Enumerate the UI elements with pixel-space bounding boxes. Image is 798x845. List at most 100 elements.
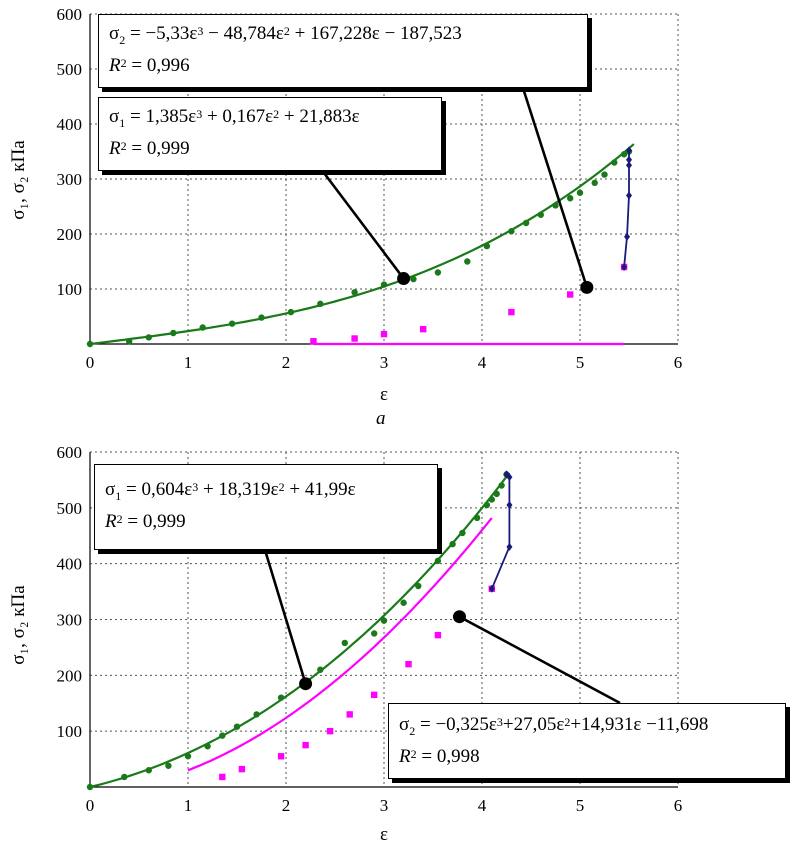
data-point-sigma1 <box>121 773 128 781</box>
data-point-sigma2 <box>326 727 334 735</box>
data-point-sigma1 <box>498 482 505 489</box>
callout-dot-sigma2 <box>580 280 594 294</box>
data-point-sigma2 <box>567 291 574 298</box>
equation-box-sigma2-a: σ2 = −5,33ε3 − 48,784ε2 + 167,228ε − 187… <box>98 14 588 88</box>
x-tick-label: 1 <box>184 796 193 815</box>
data-point-sigma2 <box>351 335 358 342</box>
y-tick-label: 500 <box>57 499 83 518</box>
data-point-sigma1 <box>219 732 226 739</box>
y-axis-label: σ₁, σ₂ кПа <box>8 140 29 220</box>
data-point-sigma1 <box>400 599 407 606</box>
y-tick-label: 200 <box>57 666 83 685</box>
data-point-sigma1 <box>233 723 241 730</box>
data-point-sigma1 <box>204 743 211 750</box>
x-axis-label: ε <box>380 384 388 405</box>
data-point-sigma1 <box>258 314 265 321</box>
data-point-sigma1 <box>380 617 388 624</box>
x-tick-label: 4 <box>478 796 487 815</box>
equation-line: σ2 = −5,33ε3 − 48,784ε2 + 167,228ε − 187… <box>109 23 462 47</box>
fit-curve-sigma2 <box>187 517 493 772</box>
data-point-sigma2 <box>380 330 388 338</box>
x-tick-label: 3 <box>380 796 389 815</box>
fit-curve-sigma1 <box>89 472 511 789</box>
callout-leader-sigma1 <box>263 549 307 685</box>
data-point-sigma1 <box>341 639 348 647</box>
data-point-sigma1 <box>170 329 177 337</box>
data-point-unload <box>626 161 632 170</box>
data-point-sigma1 <box>380 281 388 288</box>
callout-dot-sigma1 <box>397 272 411 286</box>
y-tick-label: 600 <box>57 5 83 24</box>
callout-leader-sigma2 <box>458 615 621 705</box>
fit-curve-sigma1 <box>89 143 635 346</box>
data-point-sigma2 <box>420 325 427 333</box>
r2-line: R2 = 0,998 <box>399 745 480 767</box>
data-point-sigma1 <box>611 159 618 166</box>
data-point-sigma1 <box>434 269 442 276</box>
panel-label-a: a <box>376 408 386 429</box>
data-point-sigma1 <box>488 496 495 503</box>
data-point-sigma1 <box>165 762 172 769</box>
y-tick-label: 300 <box>57 611 83 630</box>
data-point-sigma1 <box>567 195 574 202</box>
x-axis-label: ε <box>380 824 388 845</box>
y-tick-label: 200 <box>57 225 83 244</box>
data-point-sigma2 <box>434 631 442 639</box>
data-point-sigma1 <box>371 630 378 637</box>
callout-leader-sigma1 <box>316 164 405 280</box>
x-tick-label: 2 <box>282 353 291 372</box>
y-tick-label: 400 <box>57 115 83 134</box>
data-point-sigma1 <box>434 557 442 565</box>
y-axis-label: σ₁, σ₂ кПа <box>8 585 29 665</box>
equation-box-sigma1-a: σ1 = 1,385ε3 + 0,167ε2 + 21,883ε R2 = 0,… <box>98 97 442 171</box>
data-point-unload <box>624 232 631 241</box>
data-point-sigma2 <box>277 753 285 760</box>
data-point-sigma1 <box>126 338 133 345</box>
r2-line: R2 = 0,996 <box>109 54 190 76</box>
data-point-sigma2 <box>310 338 317 345</box>
y-tick-label: 100 <box>57 722 83 741</box>
equation-line: σ1 = 0,604ε3 + 18,319ε2 + 41,99ε <box>105 479 356 503</box>
x-tick-label: 3 <box>380 353 389 372</box>
data-point-sigma1 <box>591 179 598 187</box>
equation-line: σ1 = 1,385ε3 + 0,167ε2 + 21,883ε <box>109 106 360 130</box>
x-tick-label: 2 <box>282 796 291 815</box>
data-point-sigma1 <box>317 300 324 308</box>
data-point-sigma1 <box>86 783 94 791</box>
data-point-sigma1 <box>537 211 544 218</box>
data-point-sigma1 <box>576 189 584 196</box>
data-point-sigma2 <box>508 308 515 316</box>
r2-line: R2 = 0,999 <box>109 137 190 159</box>
callout-leader-sigma2 <box>520 84 589 288</box>
data-point-sigma1 <box>493 490 500 498</box>
equation-box-sigma1-b: σ1 = 0,604ε3 + 18,319ε2 + 41,99ε R2 = 0,… <box>94 464 438 550</box>
data-point-unload <box>506 542 513 551</box>
x-tick-label: 6 <box>674 353 683 372</box>
chart-panel-a: 0 1 2 3 4 5 6 100 200 300 400 500 600 ε σ₁, σ₂ кПа <box>8 5 682 405</box>
x-tick-label: 4 <box>478 353 487 372</box>
data-point-sigma1 <box>228 320 236 327</box>
x-tick-label: 0 <box>86 796 95 815</box>
x-tick-label: 6 <box>674 796 683 815</box>
data-point-sigma1 <box>317 666 324 673</box>
data-point-sigma1 <box>253 711 260 718</box>
data-point-sigma1 <box>459 529 466 537</box>
data-point-sigma1 <box>184 753 192 760</box>
data-point-sigma1 <box>552 202 559 209</box>
data-point-sigma1 <box>601 171 608 178</box>
data-point-unload <box>488 584 495 593</box>
y-tick-label: 100 <box>57 280 83 299</box>
y-tick-label: 300 <box>57 170 83 189</box>
data-point-unload <box>503 470 510 479</box>
callout-dot-sigma2 <box>452 610 466 624</box>
x-tick-label: 1 <box>184 353 193 372</box>
data-point-unload <box>506 501 513 510</box>
data-point-sigma2 <box>302 741 309 749</box>
data-point-sigma1 <box>522 219 530 227</box>
equation-line: σ2 = −0,325ε3+27,05ε2+14,931ε −11,698 <box>399 714 709 738</box>
data-point-sigma1 <box>473 514 481 522</box>
data-point-sigma1 <box>508 228 515 235</box>
data-point-sigma2 <box>238 765 246 773</box>
data-point-sigma1 <box>287 308 295 316</box>
